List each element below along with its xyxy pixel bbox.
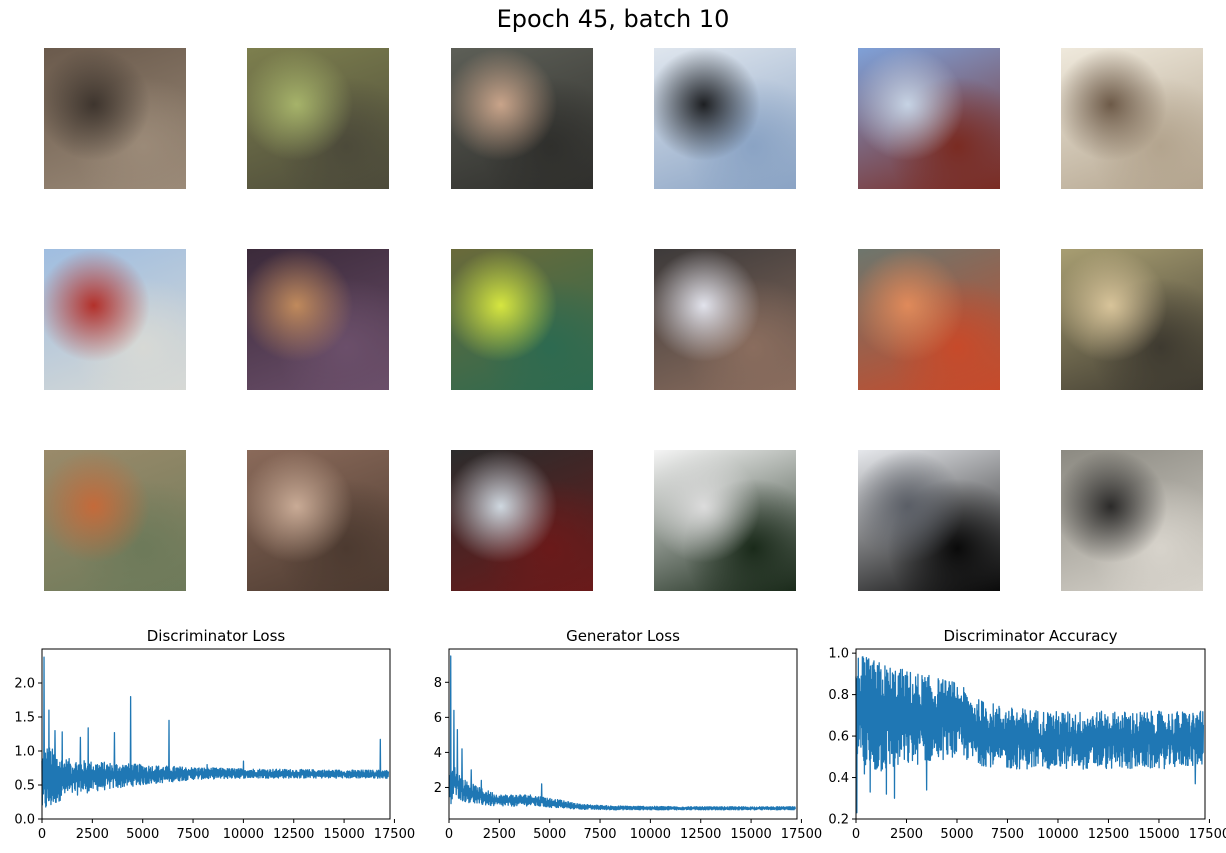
x-tick-label: 15000 bbox=[1138, 827, 1179, 842]
x-tick-label: 0 bbox=[38, 827, 46, 842]
x-tick-label: 7500 bbox=[176, 827, 209, 842]
generated-sample-image bbox=[451, 249, 593, 390]
x-tick-label: 17500 bbox=[781, 827, 822, 842]
y-tick-label: 0.6 bbox=[828, 730, 849, 745]
y-tick-label: 8 bbox=[434, 676, 442, 691]
x-tick-label: 10000 bbox=[223, 827, 264, 842]
generated-sample-image bbox=[654, 249, 796, 390]
x-tick-label: 12500 bbox=[273, 827, 314, 842]
x-tick-label: 5000 bbox=[940, 827, 973, 842]
x-tick-label: 17500 bbox=[1189, 827, 1226, 842]
y-tick-label: 1.5 bbox=[14, 711, 35, 726]
y-tick-label: 6 bbox=[434, 711, 442, 726]
chart-2: Discriminator Accuracy 0 2500 5000 7500 10000… bbox=[828, 627, 1226, 842]
y-tick-label: 0.0 bbox=[14, 813, 35, 828]
generated-sample-image bbox=[858, 48, 1000, 189]
chart-title: Discriminator Loss bbox=[147, 627, 286, 645]
x-tick-label: 17500 bbox=[374, 827, 415, 842]
x-tick-label: 2500 bbox=[76, 827, 109, 842]
y-tick-label: 0.2 bbox=[828, 813, 849, 828]
generated-sample-image bbox=[654, 48, 796, 189]
x-tick-label: 2500 bbox=[890, 827, 923, 842]
x-tick-label: 5000 bbox=[126, 827, 159, 842]
axes-frame bbox=[855, 648, 1206, 820]
generated-sample-image bbox=[247, 249, 389, 390]
generated-sample-image bbox=[654, 450, 796, 591]
generated-sample-image bbox=[451, 450, 593, 591]
series-line bbox=[855, 656, 1205, 814]
x-tick-label: 15000 bbox=[323, 827, 364, 842]
x-tick-label: 2500 bbox=[483, 827, 516, 842]
generated-sample-image bbox=[44, 450, 186, 591]
generated-sample-image bbox=[247, 450, 389, 591]
axes-frame bbox=[41, 648, 391, 820]
x-tick-label: 0 bbox=[445, 827, 453, 842]
y-tick-label: 0.4 bbox=[828, 771, 849, 786]
generated-sample-image bbox=[1061, 450, 1203, 591]
x-tick-label: 7500 bbox=[583, 827, 616, 842]
chart-1: Generator Loss 0 2500 5000 7500 10000 12500 150… bbox=[434, 627, 822, 842]
chart-title: Discriminator Accuracy bbox=[943, 627, 1117, 645]
generated-sample-image bbox=[1061, 48, 1203, 189]
x-tick-label: 0 bbox=[852, 827, 860, 842]
x-tick-label: 7500 bbox=[991, 827, 1024, 842]
series-line bbox=[448, 655, 797, 811]
figure-title: Epoch 45, batch 10 bbox=[496, 5, 730, 33]
y-tick-label: 4 bbox=[434, 746, 442, 761]
x-tick-label: 12500 bbox=[1088, 827, 1129, 842]
y-tick-label: 0.5 bbox=[14, 779, 35, 794]
series-line bbox=[41, 656, 390, 808]
generated-sample-image bbox=[858, 249, 1000, 390]
chart-title: Generator Loss bbox=[566, 627, 680, 645]
chart-0: Discriminator Loss 0 2500 5000 7500 10000 1250… bbox=[14, 627, 415, 842]
y-tick-label: 1.0 bbox=[828, 647, 849, 662]
x-tick-label: 15000 bbox=[730, 827, 771, 842]
x-tick-label: 10000 bbox=[630, 827, 671, 842]
generated-sample-image bbox=[451, 48, 593, 189]
x-tick-label: 10000 bbox=[1037, 827, 1078, 842]
generated-sample-image bbox=[44, 249, 186, 390]
y-tick-label: 2.0 bbox=[14, 677, 35, 692]
y-tick-label: 1.0 bbox=[14, 745, 35, 760]
generated-sample-image bbox=[1061, 249, 1203, 390]
generated-sample-image bbox=[44, 48, 186, 189]
generated-sample-image bbox=[247, 48, 389, 189]
x-tick-label: 5000 bbox=[533, 827, 566, 842]
y-tick-label: 2 bbox=[434, 781, 442, 796]
generated-sample-image bbox=[858, 450, 1000, 591]
x-tick-label: 12500 bbox=[680, 827, 721, 842]
axes-frame bbox=[448, 648, 798, 820]
y-tick-label: 0.8 bbox=[828, 688, 849, 703]
